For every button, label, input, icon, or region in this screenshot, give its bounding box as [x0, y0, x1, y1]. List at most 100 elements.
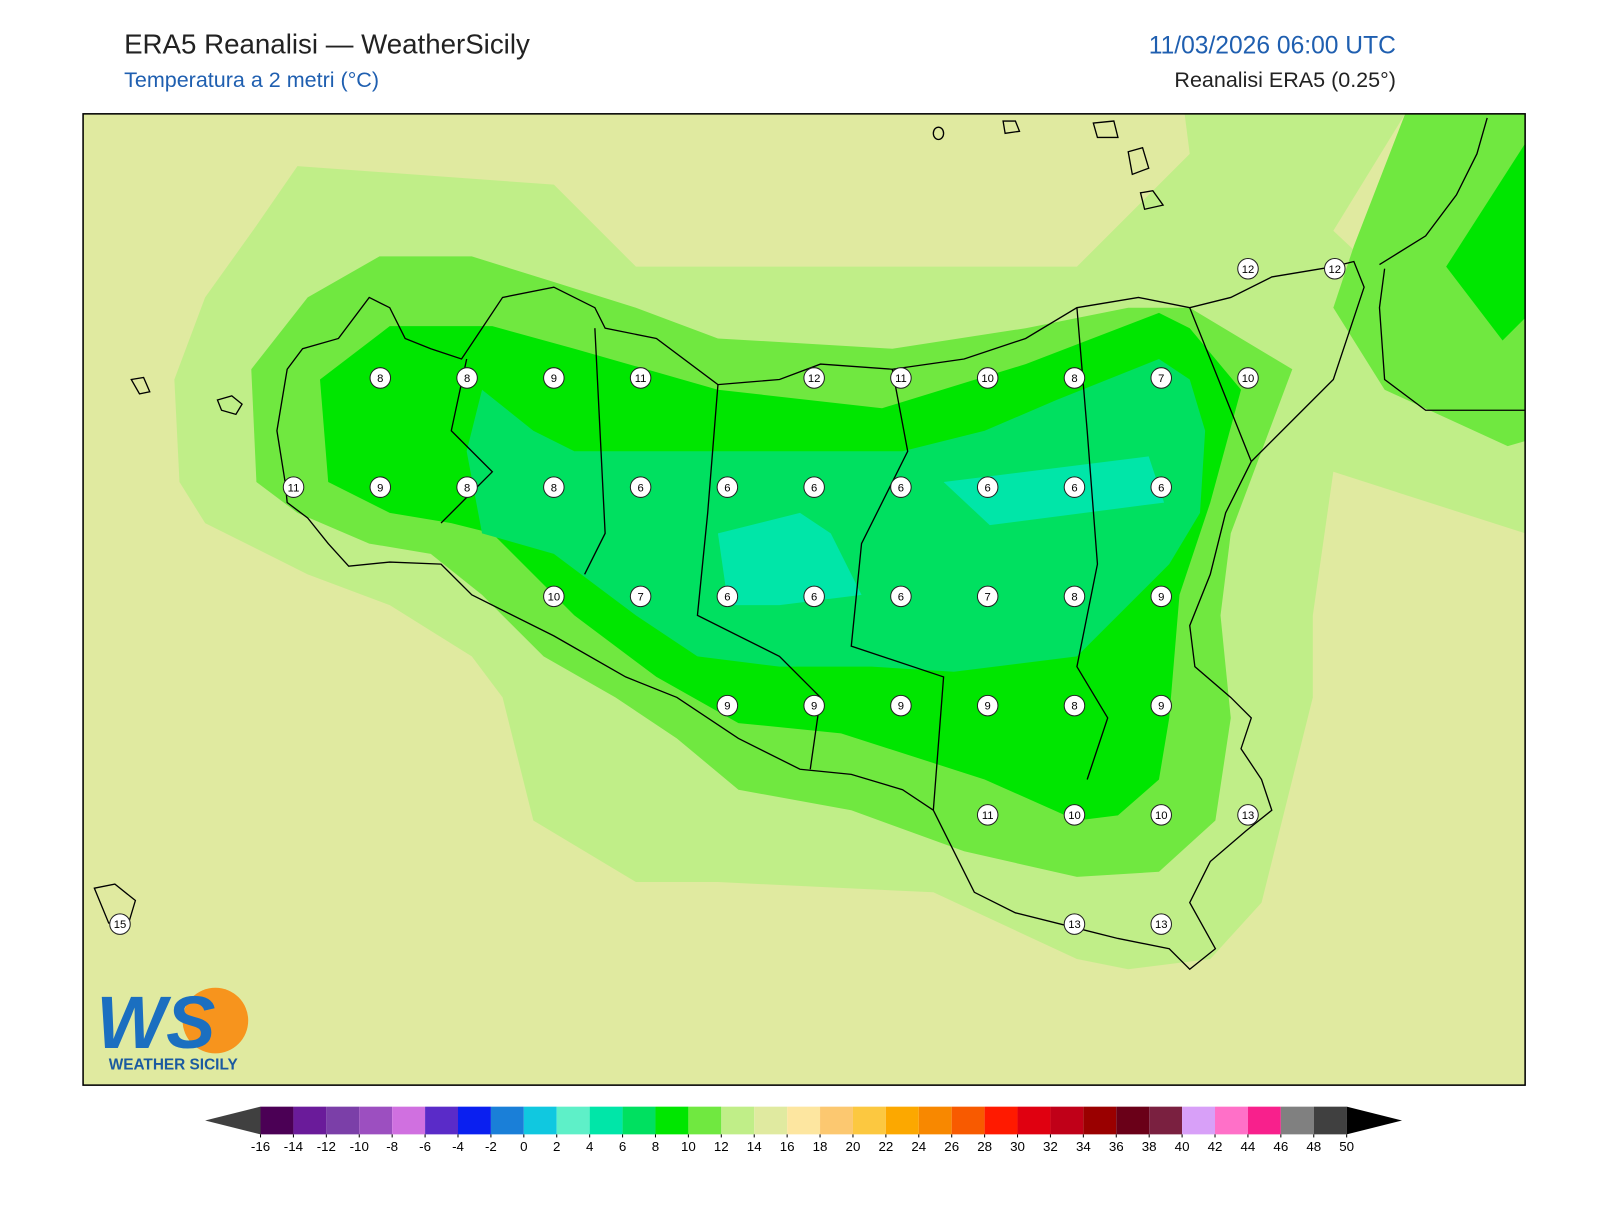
colorbar-bin: [787, 1106, 821, 1135]
grid-marker: [803, 367, 825, 389]
calabria-coast: [1378, 117, 1526, 411]
field-6: [466, 358, 1206, 672]
grid-value: 12: [1242, 264, 1255, 276]
grid-marker: [716, 694, 739, 717]
colorbar-bin: [820, 1106, 853, 1135]
colorbar-tick-label: 24: [911, 1139, 926, 1154]
colorbar-bin: [260, 1106, 294, 1135]
colorbar-bin: [326, 1106, 360, 1135]
grid-value: 9: [377, 482, 383, 494]
colorbar-tick-label: -14: [284, 1139, 304, 1154]
colorbar-bin: [1247, 1106, 1281, 1135]
colorbar-tick-label: 26: [944, 1139, 959, 1154]
source: Reanalisi ERA5 (0.25°): [1174, 68, 1395, 92]
grid-value: 7: [985, 592, 991, 604]
grid-value: 10: [1155, 810, 1168, 822]
grid-value: 10: [1068, 810, 1081, 822]
colorbar-tick-label: -12: [317, 1139, 336, 1154]
grid-value: 10: [1242, 373, 1255, 385]
colorbar-tick-label: -4: [452, 1139, 464, 1154]
grid-marker: [976, 476, 999, 498]
colorbar-bin: [359, 1106, 393, 1135]
grid-marker: [1150, 367, 1172, 389]
grid-marker: [456, 476, 478, 498]
grid-marker: [1237, 257, 1259, 280]
grid-value: 6: [985, 482, 991, 494]
grid-value: 8: [464, 373, 470, 385]
colorbar-bin: [984, 1106, 1018, 1135]
grid-marker: [976, 804, 999, 826]
grid-value: 11: [895, 373, 907, 385]
colorbar-tick-label: 16: [780, 1139, 795, 1154]
grid-marker: [543, 367, 565, 389]
colorbar-tick-label: -2: [485, 1139, 497, 1154]
grid-value: 8: [1071, 592, 1077, 604]
colorbar-bin: [457, 1106, 491, 1135]
grid-value: 6: [724, 592, 730, 604]
colorbar-bin: [1017, 1106, 1051, 1135]
colorbar-tick-label: -16: [251, 1139, 270, 1154]
colorbar-tick-label: 38: [1142, 1139, 1157, 1154]
grid-marker: [1324, 257, 1346, 280]
colorbar-tick-label: -8: [386, 1139, 398, 1154]
grid-marker: [1063, 585, 1086, 608]
grid-value: 8: [551, 482, 557, 494]
grid-marker: [1150, 913, 1172, 935]
colorbar-bin: [918, 1106, 952, 1135]
grid-value: 9: [811, 701, 817, 713]
colorbar-tick-label: 8: [652, 1139, 659, 1154]
grid-value: 10: [548, 592, 561, 604]
grid-marker: [1063, 804, 1086, 826]
grid-value: 11: [635, 373, 647, 385]
grid-value: 7: [637, 592, 643, 604]
islands: [93, 120, 1165, 924]
grid-marker: [629, 367, 652, 389]
colorbar-tick-label: 4: [586, 1139, 594, 1154]
colorbar-bin: [490, 1106, 524, 1135]
grid-value: 6: [898, 592, 904, 604]
subtitle: Temperatura a 2 metri (°C): [124, 68, 379, 92]
colorbar-bin: [1280, 1106, 1314, 1135]
colorbar-bin: [1083, 1106, 1117, 1135]
grid-value: 10: [981, 373, 994, 385]
colorbar-tick-label: 28: [977, 1139, 992, 1154]
grid-value: 15: [114, 919, 127, 931]
colorbar-bin: [622, 1106, 656, 1135]
colorbar-tick-label: -10: [350, 1139, 369, 1154]
grid-value: 9: [898, 701, 904, 713]
field-4: [943, 456, 1165, 526]
grid-marker: [803, 694, 825, 717]
colorbar-bin: [721, 1106, 755, 1135]
colorbar-bin: [1215, 1106, 1248, 1135]
grid-marker: [803, 585, 825, 608]
colorbar-bin: [852, 1106, 886, 1135]
grid-marker: [1150, 585, 1172, 608]
grid-marker: [1063, 913, 1086, 935]
colorbar-bin: [885, 1106, 919, 1135]
grid-marker: [803, 476, 825, 498]
colorbar-tick-label: 2: [553, 1139, 560, 1154]
grid-value: 9: [551, 373, 557, 385]
logo-caption: WEATHER SICILY: [109, 1057, 238, 1074]
grid-value: 9: [1158, 701, 1164, 713]
map-frame: [82, 113, 1526, 1086]
grid-value: 12: [1329, 264, 1342, 276]
colorbar-tick-label: 48: [1306, 1139, 1321, 1154]
colorbar-tick-label: 34: [1076, 1139, 1091, 1154]
colorbar-bin: [951, 1106, 985, 1135]
grid-points: 12 12 8 8 9 11 12 11 10 8 7 10 11 9 8 8 6 6 6 6 6 6 6 10 7 6 6 6 7 8 9…: [109, 257, 1346, 935]
grid-value: 11: [982, 810, 994, 822]
grid-marker: [1237, 804, 1259, 826]
colorbar-tick-label: 46: [1273, 1139, 1288, 1154]
colorbar-bin: [754, 1106, 788, 1135]
colorbar-tick-label: 50: [1339, 1139, 1354, 1154]
grid-marker: [890, 367, 912, 389]
grid-value: 9: [985, 701, 991, 713]
grid-value: 6: [1158, 482, 1164, 494]
grid-value: 13: [1242, 810, 1255, 822]
grid-marker: [1063, 694, 1086, 717]
colorbar-tick-label: 12: [714, 1139, 729, 1154]
colorbar-bin: [1182, 1106, 1216, 1135]
colorbar-tick-label: 6: [619, 1139, 626, 1154]
grid-value: 6: [1071, 482, 1077, 494]
